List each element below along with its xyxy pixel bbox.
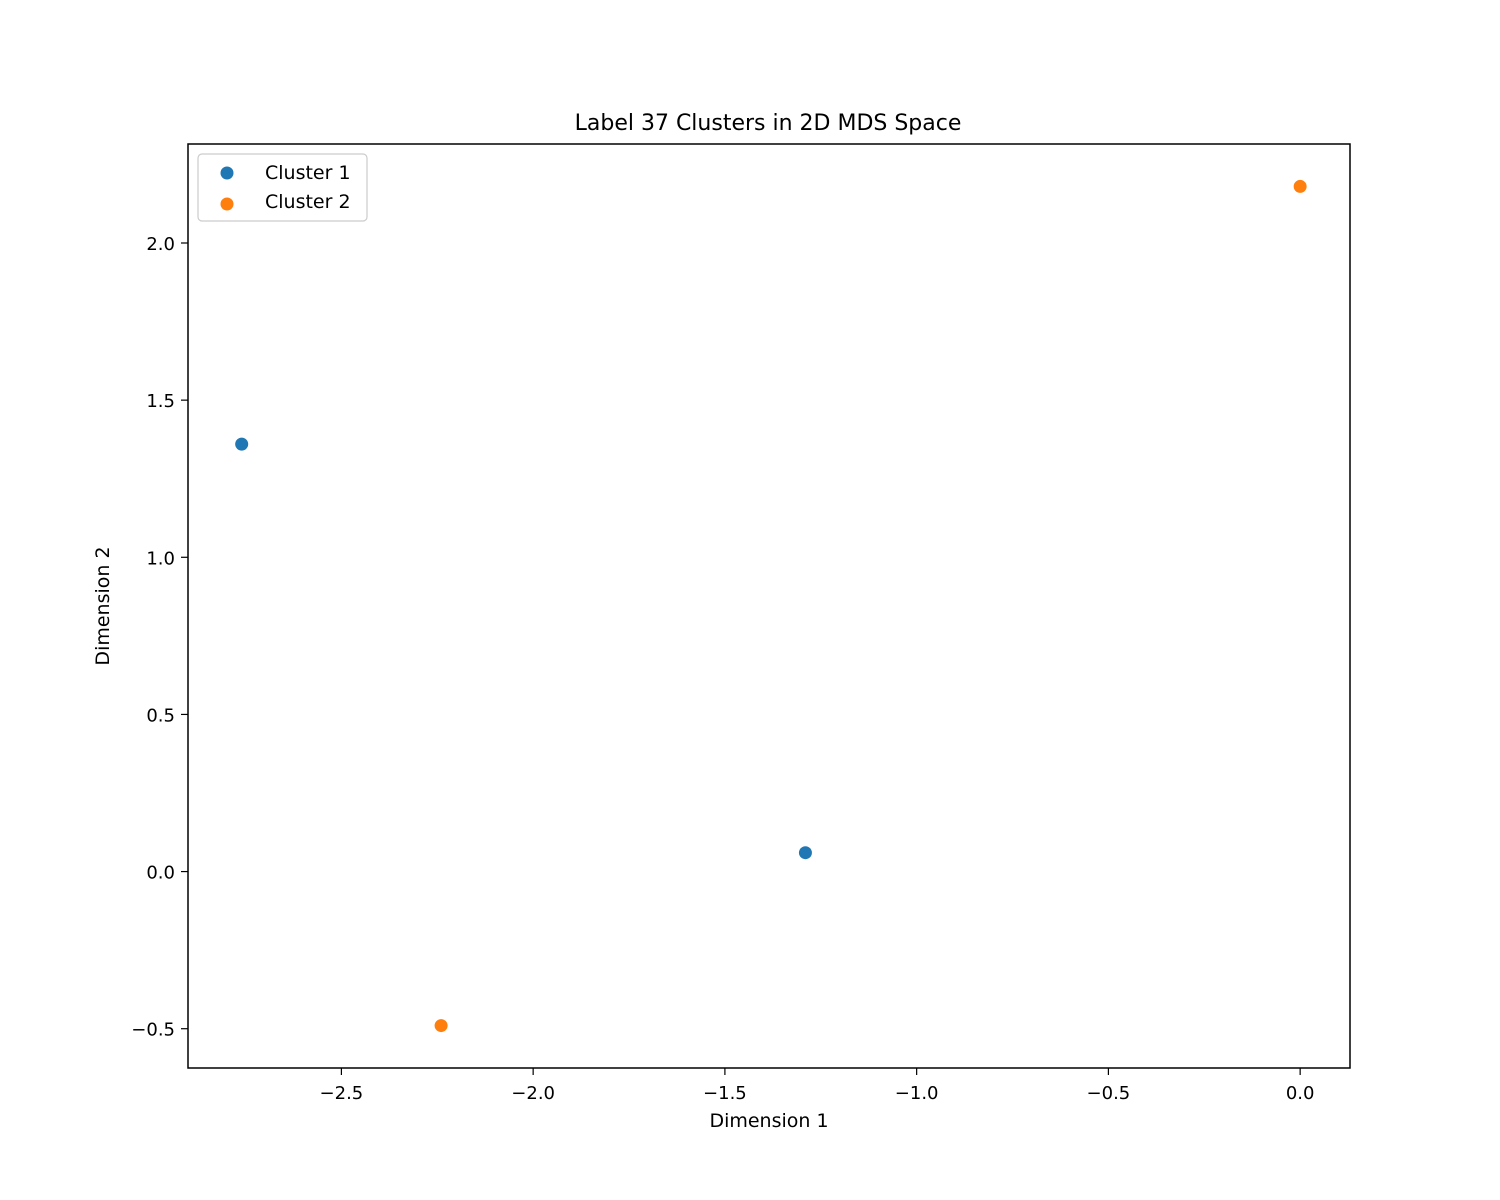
data-points — [235, 179, 1307, 1033]
y-tick-label: 0.5 — [146, 705, 175, 726]
y-tick-label: 2.0 — [146, 234, 175, 255]
x-tick-label: −1.5 — [703, 1083, 747, 1104]
chart-title: Label 37 Clusters in 2D MDS Space — [575, 111, 962, 136]
data-point-cluster-2 — [1293, 179, 1307, 193]
data-point-cluster-2 — [434, 1019, 448, 1033]
y-tick-label: 1.0 — [146, 548, 175, 569]
legend: Cluster 1 Cluster 2 — [197, 153, 368, 222]
data-point-cluster-1 — [798, 846, 812, 860]
x-tick-label: −2.5 — [320, 1083, 364, 1104]
x-axis: −2.5 −2.0 −1.5 −1.0 −0.5 0.0 — [320, 1068, 1315, 1104]
plot-area — [187, 143, 1351, 1069]
x-tick-label: 0.0 — [1286, 1083, 1315, 1104]
y-axis: −0.5 0.0 0.5 1.0 1.5 2.0 — [131, 234, 188, 1041]
legend-label-cluster-2: Cluster 2 — [265, 191, 351, 213]
x-axis-label: Dimension 1 — [709, 1110, 828, 1132]
y-tick-label: 1.5 — [146, 391, 175, 412]
y-tick-label: 0.0 — [146, 863, 175, 884]
legend-box — [197, 153, 368, 222]
x-tick-label: −0.5 — [1087, 1083, 1131, 1104]
x-tick-label: −2.0 — [511, 1083, 555, 1104]
x-tick-label: −1.0 — [895, 1083, 939, 1104]
y-tick-label: −0.5 — [131, 1020, 175, 1041]
legend-label-cluster-1: Cluster 1 — [265, 162, 351, 184]
legend-marker-cluster-1 — [220, 166, 234, 180]
data-point-cluster-1 — [235, 437, 249, 451]
y-axis-label: Dimension 2 — [92, 546, 114, 665]
legend-marker-cluster-2 — [220, 197, 234, 211]
